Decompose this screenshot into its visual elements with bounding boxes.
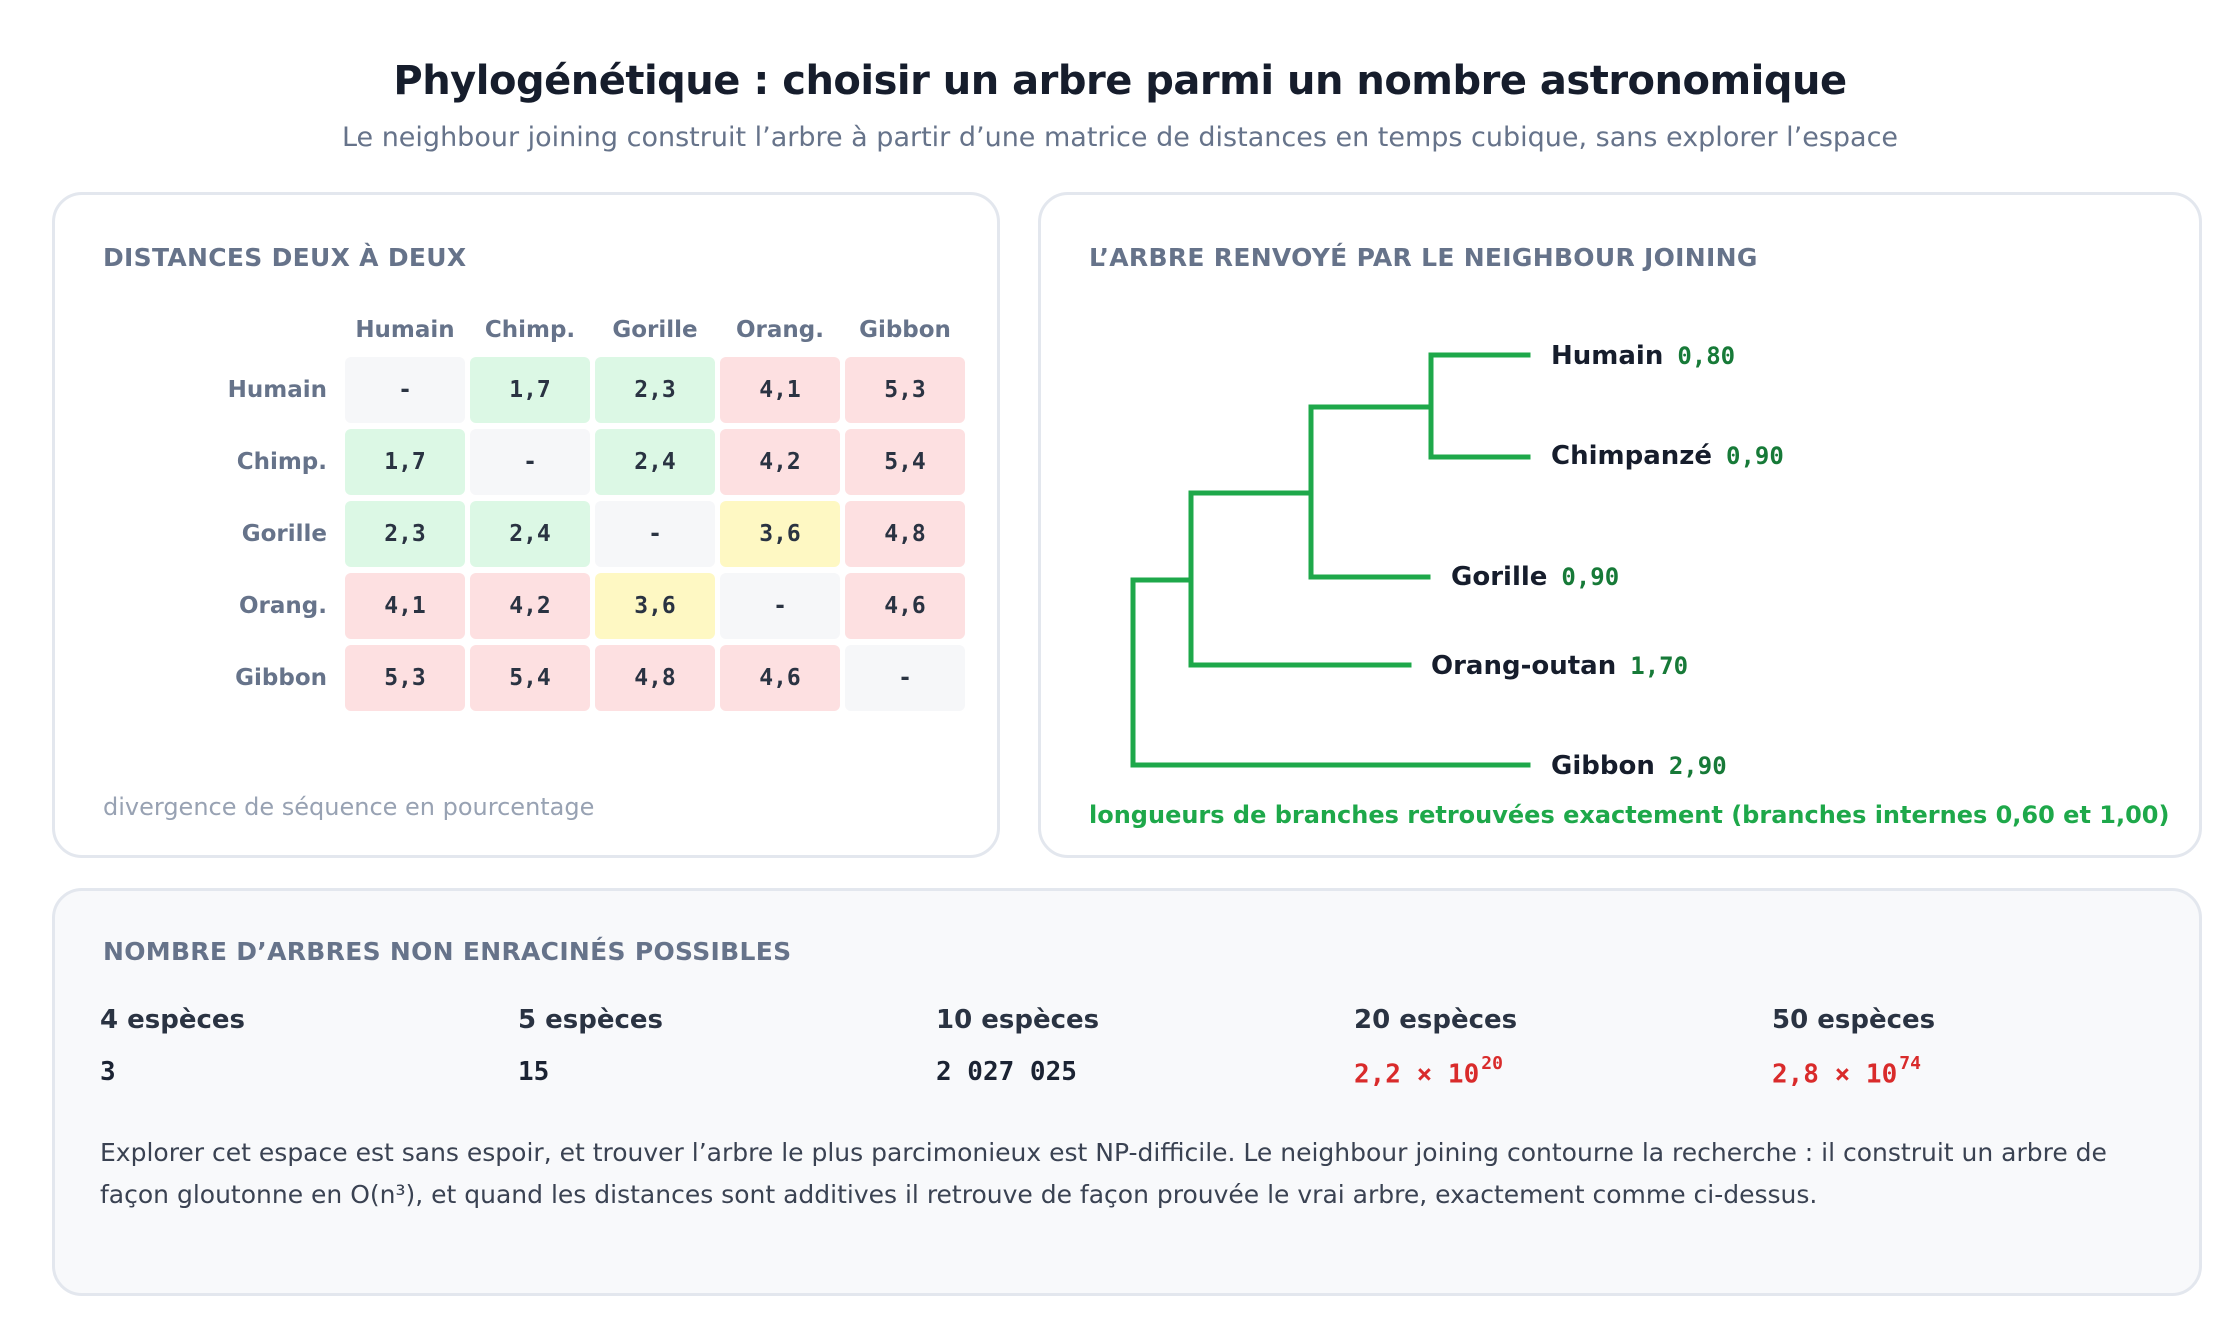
matrix-cell: 4,2 (720, 429, 840, 495)
matrix-cell: 2,4 (470, 501, 590, 567)
tree-note: longueurs de branches retrouvées exactem… (1089, 801, 2170, 829)
count-10-species: 10 espèces 2 027 025 (936, 1005, 1336, 1097)
matrix-cell: 4,1 (345, 573, 465, 639)
page-title: Phylogénétique : choisir un arbre parmi … (393, 58, 1847, 104)
matrix-cell: 3,6 (720, 501, 840, 567)
matrix-cell: - (470, 429, 590, 495)
leaf-humain: Humain 0,80 (1551, 341, 1735, 371)
leaf-length: 0,90 (1561, 563, 1620, 591)
counts-card-title: NOMBRE D’ARBRES NON ENRACINÉS POSSIBLES (103, 937, 792, 966)
explanation-text: Explorer cet espace est sans espoir, et … (100, 1138, 2107, 1209)
leaf-gibbon: Gibbon 2,90 (1551, 751, 1727, 781)
matrix-cell: 1,7 (470, 357, 590, 423)
matrix-cell: 5,3 (845, 357, 965, 423)
leaf-chimpanze: Chimpanzé 0,90 (1551, 441, 1784, 471)
matrix-row-header: Gibbon (235, 665, 327, 691)
count-label: 10 espèces (936, 1005, 1100, 1035)
count-mantissa: 2,8 × 10 (1772, 1059, 1898, 1090)
count-mantissa: 2 027 025 (936, 1057, 1077, 1087)
branch-gorille (1308, 404, 1431, 580)
matrix-col-header: Chimp. (484, 317, 576, 343)
branch-gibbon (1130, 577, 1531, 768)
count-5-species: 5 espèces 15 (518, 1005, 918, 1097)
leaf-name: Humain (1551, 341, 1664, 371)
matrix-cell: 4,8 (595, 645, 715, 711)
matrix-cell: 4,8 (845, 501, 965, 567)
distance-matrix-card: DISTANCES DEUX À DEUX Humain Chimp. Gorill… (52, 192, 1000, 858)
matrix-cell: 2,3 (345, 501, 465, 567)
leaf-length: 1,70 (1630, 652, 1689, 680)
matrix-cell: 1,7 (345, 429, 465, 495)
matrix-cell: 2,4 (595, 429, 715, 495)
matrix-row-header: Chimp. (236, 449, 327, 475)
phylogenetic-tree (1130, 352, 1531, 768)
matrix-row-header: Orang. (239, 593, 327, 619)
matrix-cell: 5,3 (345, 645, 465, 711)
matrix-cell: 4,6 (720, 645, 840, 711)
leaf-name: Gorille (1451, 562, 1548, 592)
matrix-cell: - (845, 645, 965, 711)
tree-count-card: NOMBRE D’ARBRES NON ENRACINÉS POSSIBLES (52, 888, 2202, 1296)
matrix-row-header: Gorille (241, 521, 327, 547)
matrix-note: divergence de séquence en pourcentage (103, 793, 595, 821)
count-label: 50 espèces (1772, 1005, 1936, 1035)
matrix-cell: 4,2 (470, 573, 590, 639)
matrix-cell: 4,6 (845, 573, 965, 639)
count-mantissa: 3 (100, 1057, 116, 1087)
count-50-species: 50 espèces 2,8 × 10 74 (1772, 1005, 2172, 1097)
matrix-card-title: DISTANCES DEUX À DEUX (103, 243, 467, 272)
matrix-row-header: Humain (227, 377, 327, 403)
leaf-name: Gibbon (1551, 751, 1655, 781)
matrix-col-header: Orang. (736, 317, 824, 343)
count-label: 4 espèces (100, 1005, 246, 1035)
count-20-species: 20 espèces 2,2 × 10 20 (1354, 1005, 1754, 1097)
count-exponent: 20 (1481, 1053, 1503, 1074)
leaf-length: 0,90 (1726, 442, 1784, 470)
matrix-cell: - (595, 501, 715, 567)
matrix-cell: - (345, 357, 465, 423)
count-mantissa: 2,2 × 10 (1354, 1059, 1480, 1090)
branch-chimpanze (1428, 352, 1531, 460)
matrix-cell: - (720, 573, 840, 639)
count-value: 2,8 × 10 74 (1772, 1053, 2172, 1097)
leaf-orang-outan: Orang-outan 1,70 (1431, 651, 1688, 681)
count-value: 2,2 × 10 20 (1354, 1053, 1754, 1097)
matrix-cell: 4,1 (720, 357, 840, 423)
count-exponent: 74 (1899, 1053, 1921, 1074)
matrix-cell: 3,6 (595, 573, 715, 639)
leaf-gorille: Gorille 0,90 (1451, 562, 1619, 592)
count-value: 3 (100, 1057, 500, 1097)
matrix-cell: 5,4 (470, 645, 590, 711)
leaf-length: 2,90 (1668, 752, 1727, 780)
count-mantissa: 15 (518, 1057, 550, 1087)
matrix-col-header: Gorille (612, 317, 698, 343)
matrix-cell: 5,4 (845, 429, 965, 495)
matrix-col-header: Humain (355, 317, 455, 343)
branch-orang-outan (1188, 490, 1412, 668)
leaf-name: Chimpanzé (1551, 441, 1713, 471)
matrix-cell: 2,3 (595, 357, 715, 423)
leaf-length: 0,80 (1677, 342, 1736, 370)
count-value: 2 027 025 (936, 1057, 1336, 1097)
page-subtitle: Le neighbour joining construit l’arbre à… (341, 122, 1899, 153)
count-label: 20 espèces (1354, 1005, 1518, 1035)
tree-card-title: L’ARBRE RENVOYÉ PAR LE NEIGHBOUR JOINING (1089, 243, 1758, 272)
leaf-name: Orang-outan (1431, 651, 1617, 681)
count-label: 5 espèces (518, 1005, 664, 1035)
tree-card: L’ARBRE RENVOYÉ PAR LE NEIGHBOUR JOINING… (1038, 192, 2202, 858)
count-value: 15 (518, 1057, 918, 1097)
count-4-species: 4 espèces 3 (100, 1005, 500, 1097)
matrix-col-header: Gibbon (859, 317, 951, 343)
